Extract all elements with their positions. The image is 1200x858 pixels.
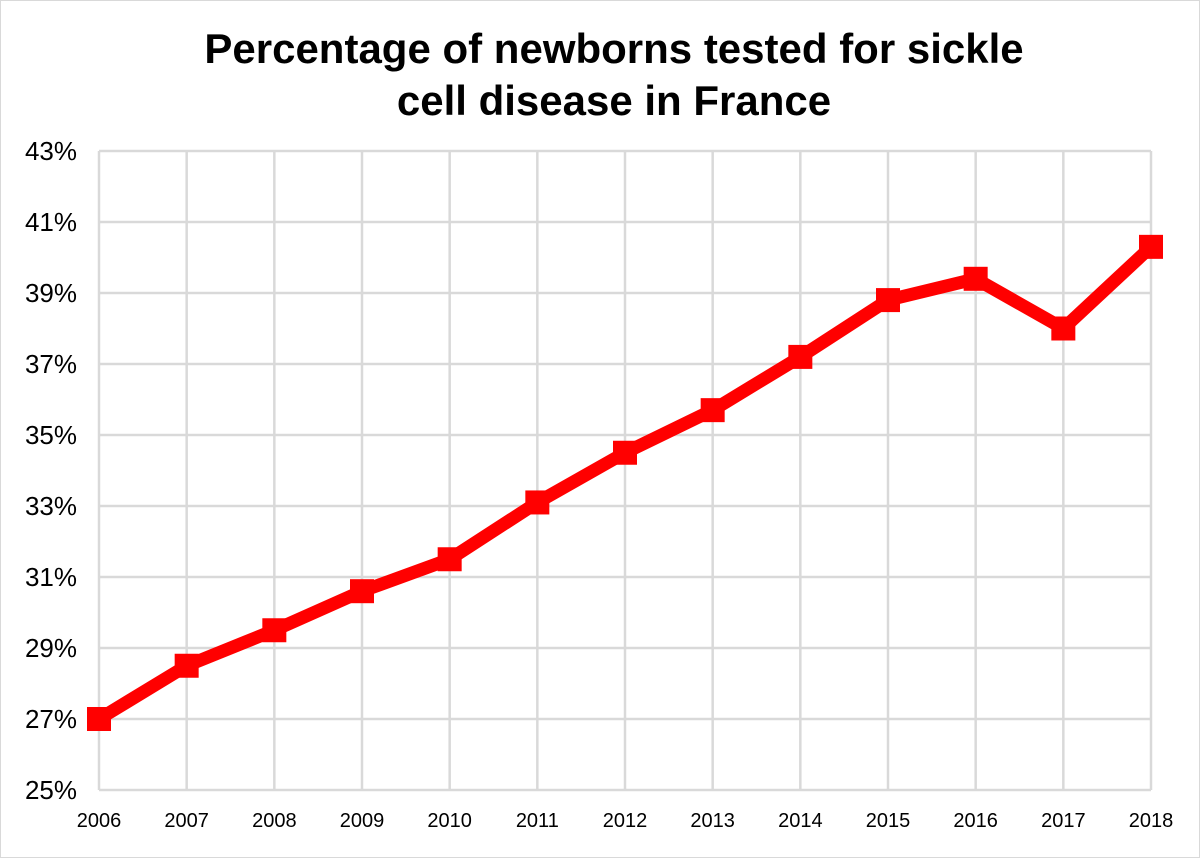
data-point-marker [1051,316,1076,341]
x-tick-label: 2007 [164,810,209,832]
x-tick-label: 2012 [603,810,648,832]
y-tick-label: 37% [25,349,77,379]
x-tick-label: 2017 [1041,810,1086,832]
data-point-marker [262,618,287,643]
y-tick-label: 43% [25,136,77,166]
y-tick-label: 27% [25,704,77,734]
data-point-marker [525,490,550,515]
y-tick-label: 29% [25,633,77,663]
x-tick-label: 2015 [866,810,911,832]
chart-title-line-1: Percentage of newborns tested for sickle [204,25,1024,72]
x-tick-label: 2018 [1129,810,1174,832]
y-tick-label: 31% [25,562,77,592]
y-tick-label: 33% [25,491,77,521]
data-point-marker [788,344,813,369]
data-point-marker [876,288,900,313]
x-tick-label: 2010 [427,810,472,832]
chart-title: Percentage of newborns tested for sickle… [1,23,1200,127]
x-tick-label: 2016 [953,810,998,832]
data-point-marker [963,266,988,291]
x-tick-label: 2011 [516,810,559,832]
x-tick-label: 2006 [77,810,122,832]
data-point-marker [87,707,111,731]
y-tick-label: 25% [25,775,77,805]
x-tick-label: 2008 [252,810,297,832]
y-tick-label: 41% [25,207,77,237]
y-tick-label: 35% [25,420,77,450]
data-point-marker [437,547,462,572]
data-point-marker [613,440,637,465]
chart-title-line-2: cell disease in France [396,77,832,124]
data-point-marker [174,653,199,678]
data-point-marker [700,398,725,423]
x-tick-label: 2014 [778,810,823,832]
y-tick-label: 39% [25,278,77,308]
data-point-marker [350,579,374,604]
x-tick-label: 2009 [340,810,385,832]
x-tick-label: 2013 [690,810,735,832]
data-point-marker [1139,234,1163,259]
